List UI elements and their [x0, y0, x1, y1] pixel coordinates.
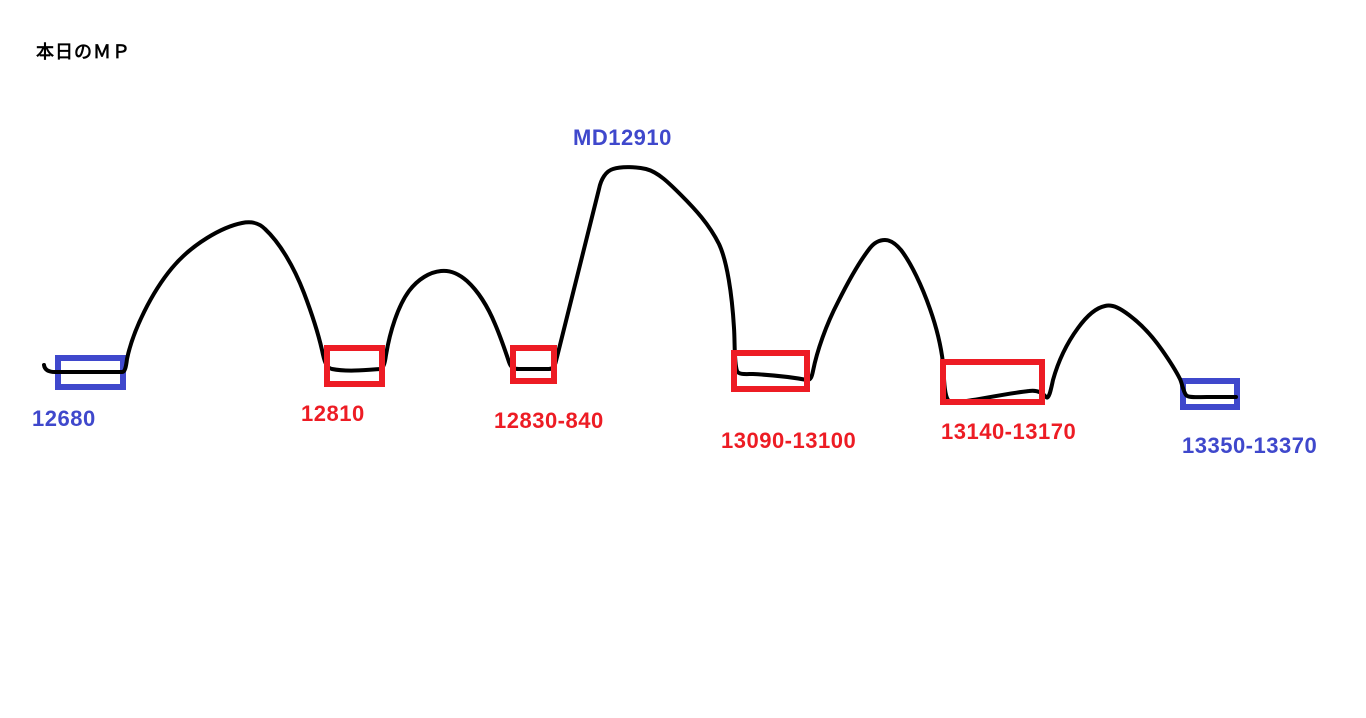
level-box-12830-840 — [510, 345, 557, 384]
level-box-13140-13170 — [940, 359, 1045, 405]
level-label-12830-840: 12830-840 — [494, 408, 604, 433]
level-label-12810: 12810 — [301, 401, 365, 426]
level-label-13140-13170: 13140-13170 — [941, 419, 1077, 444]
level-box-13350-13370 — [1180, 378, 1240, 410]
level-label-13350-13370: 13350-13370 — [1182, 433, 1318, 458]
level-label-12680: 12680 — [32, 406, 96, 431]
page-title: 本日のＭＰ — [36, 42, 131, 62]
level-label-13090-13100: 13090-13100 — [721, 428, 857, 453]
price-curve — [42, 165, 1238, 405]
peak-annotation: MD12910 — [573, 125, 672, 150]
level-box-13090-13100 — [731, 350, 810, 392]
level-box-12810 — [324, 345, 385, 387]
